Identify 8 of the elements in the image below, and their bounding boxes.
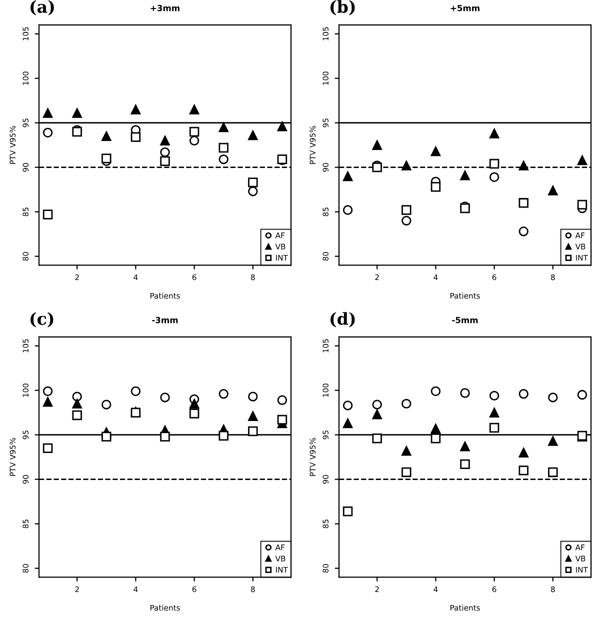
text: (c) bbox=[30, 312, 54, 328]
chart-title: -5mm bbox=[452, 316, 478, 324]
text: (a) bbox=[30, 0, 54, 16]
chart-title: +3mm bbox=[150, 4, 180, 12]
chart-title: -3mm bbox=[152, 316, 178, 324]
text: (d) bbox=[330, 312, 355, 328]
text: (b) bbox=[330, 0, 355, 16]
chart-title: +5mm bbox=[450, 4, 480, 12]
